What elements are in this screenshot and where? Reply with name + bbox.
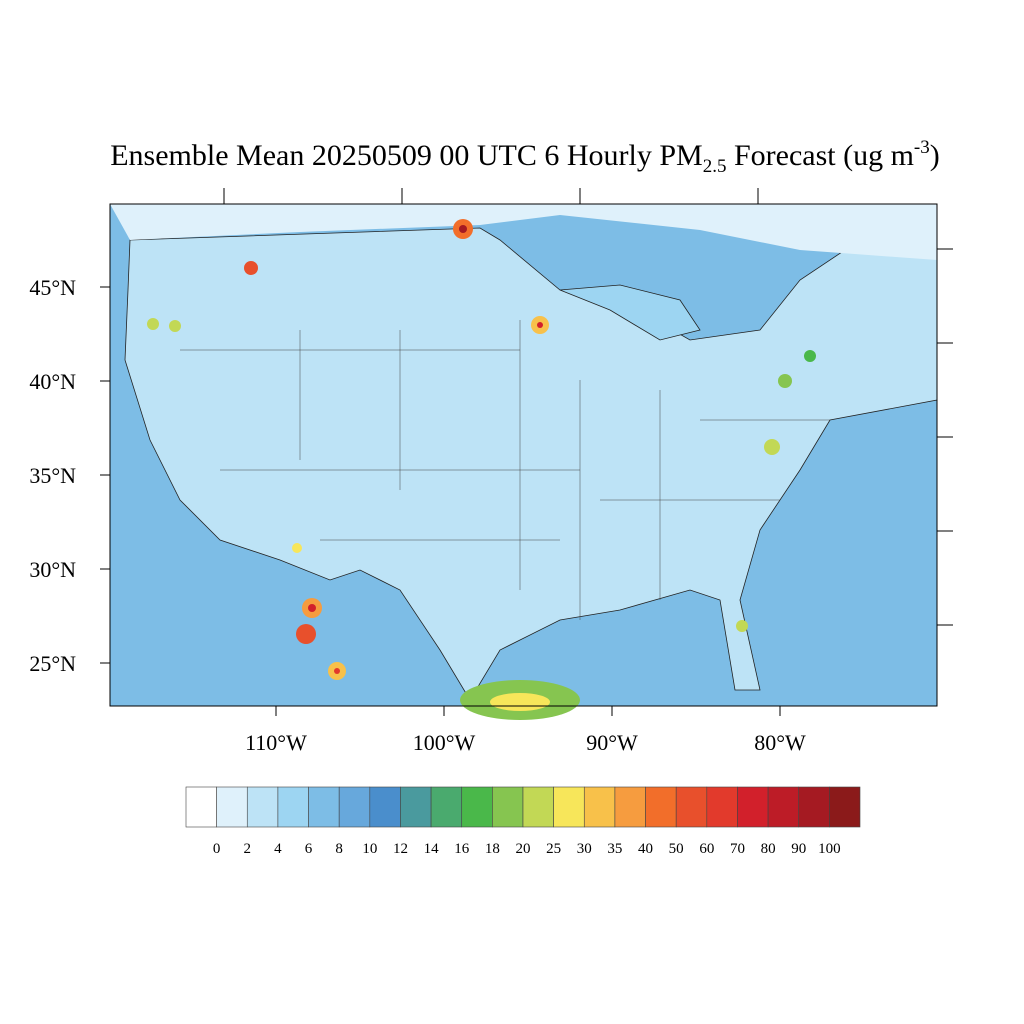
colorbar-box [798, 786, 830, 828]
colorbar-box [400, 786, 432, 828]
colorbar-box [369, 786, 401, 828]
title-end: ) [930, 139, 940, 172]
lat-label: 30°N [29, 557, 76, 582]
colorbar-label: 2 [244, 841, 252, 857]
colorbar-label: 25 [546, 841, 561, 857]
colorbar-box [553, 786, 585, 828]
colorbar-box [767, 786, 800, 828]
colorbar-box [308, 786, 340, 828]
colorbar-label: 60 [699, 841, 714, 857]
title-sub: 2.5 [703, 156, 727, 177]
colorbar-label: 6 [305, 841, 313, 857]
colorbar-label: 4 [274, 841, 282, 857]
title-main: Ensemble Mean 20250509 00 UTC 6 Hourly P… [110, 139, 702, 172]
lat-label: 40°N [29, 369, 76, 394]
title-sup: -3 [914, 137, 930, 158]
colorbar-label: 40 [638, 841, 653, 857]
colorbar-box [706, 786, 738, 828]
colorbar-label: 10 [362, 841, 377, 857]
lon-label: 100°W [413, 730, 476, 755]
colorbar-box [645, 786, 677, 828]
colorbar-label: 30 [577, 841, 592, 857]
colorbar-label: 50 [669, 841, 684, 857]
colorbar-box [246, 786, 279, 828]
colorbar-box [430, 786, 463, 828]
colorbar: 0 2 4 6 8 10 12 14 16 18 20 25 30 35 40 50 60 70 80 90 100 [185, 786, 861, 857]
hotspot [490, 693, 550, 711]
lon-label: 90°W [586, 730, 638, 755]
colorbar-label: 100 [818, 841, 841, 857]
colorbar-box [461, 786, 493, 828]
land [124, 209, 938, 701]
title-rest: Forecast (ug m [726, 139, 913, 172]
title: Ensemble Mean 20250509 00 UTC 6 Hourly P… [110, 137, 940, 177]
map-frame [109, 203, 938, 707]
colorbar-box [216, 786, 248, 828]
state-lines [180, 320, 830, 620]
axes: 45°N 40°N 35°N 30°N 25°N 110°W 100°W 90°W 80°W [29, 188, 953, 755]
colorbar-label: 0 [213, 841, 221, 857]
lat-label: 35°N [29, 463, 76, 488]
colorbar-label: 14 [424, 841, 440, 857]
map-area [109, 203, 938, 720]
colorbar-label: 35 [607, 841, 622, 857]
colorbar-label: 16 [454, 841, 470, 857]
colorbar-box [492, 786, 524, 828]
colorbar-box [185, 786, 217, 828]
north-area [110, 204, 937, 260]
lat-label: 45°N [29, 275, 76, 300]
colorbar-box [522, 786, 554, 828]
colorbar-box [338, 786, 371, 828]
colorbar-box [675, 786, 708, 828]
fire-hotspots [147, 219, 816, 680]
colorbar-box [614, 786, 646, 828]
colorbar-label: 18 [485, 841, 500, 857]
colorbar-label: 80 [761, 841, 776, 857]
colorbar-box [583, 786, 616, 828]
colorbar-label: 12 [393, 841, 408, 857]
colorbar-box [737, 786, 769, 828]
lon-label: 80°W [754, 730, 806, 755]
lat-label: 25°N [29, 651, 76, 676]
great-lakes [559, 284, 701, 341]
colorbar-label: 8 [335, 841, 343, 857]
colorbar-box [829, 786, 861, 828]
colorbar-label: 90 [791, 841, 806, 857]
colorbar-box [277, 786, 309, 828]
colorbar-label: 70 [730, 841, 745, 857]
lon-label: 110°W [245, 730, 307, 755]
colorbar-label: 20 [516, 841, 531, 857]
